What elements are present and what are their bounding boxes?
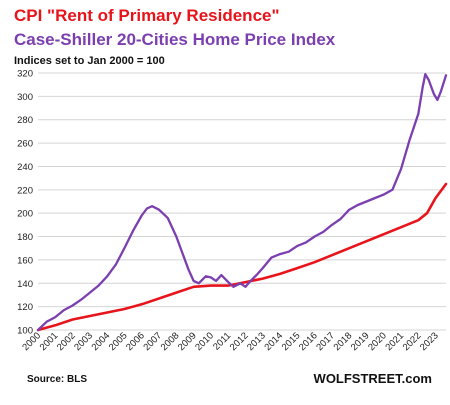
x-tick-label: 2013 <box>245 330 268 353</box>
y-tick-label: 220 <box>17 185 33 196</box>
chart-title: CPI "Rent of Primary Residence" <box>14 6 280 25</box>
x-tick-label: 2011 <box>211 330 233 352</box>
x-tick-label: 2023 <box>418 330 441 353</box>
x-tick-label: 2016 <box>297 330 320 353</box>
y-tick-label: 160 <box>17 255 33 266</box>
x-tick-label: 2019 <box>349 330 372 353</box>
y-tick-label: 280 <box>17 115 33 126</box>
y-axis: 100 120 140 160 180 200 220 240 260 280 300 320 <box>17 69 33 337</box>
x-tick-label: 2022 <box>401 330 424 353</box>
y-tick-label: 180 <box>17 232 33 243</box>
x-tick-label: 2017 <box>314 330 337 353</box>
y-tick-label: 100 <box>17 326 33 337</box>
x-tick-label: 2001 <box>38 330 61 353</box>
x-tick-label: 2004 <box>90 330 113 353</box>
y-tick-label: 140 <box>17 279 33 290</box>
y-tick-label: 120 <box>17 302 33 313</box>
x-tick-label: 2009 <box>176 330 199 353</box>
chart-subtitle: Case-Shiller 20-Cities Home Price Index <box>14 30 336 49</box>
y-tick-label: 200 <box>17 209 33 220</box>
grid-lines <box>38 72 446 331</box>
x-tick-label: 2020 <box>366 330 389 353</box>
series-lines <box>36 73 448 332</box>
x-tick-label: 2006 <box>124 330 147 353</box>
x-tick-label: 2003 <box>72 330 95 353</box>
x-tick-label: 2015 <box>280 330 303 353</box>
x-tick-label: 2021 <box>383 330 406 353</box>
x-tick-label: 2010 <box>193 330 216 353</box>
y-tick-label: 320 <box>17 69 33 80</box>
chart-note: Indices set to Jan 2000 = 100 <box>14 55 165 67</box>
x-tick-label: 2002 <box>55 330 78 353</box>
x-tick-label: 2014 <box>262 330 285 353</box>
brand-logo: WOLFSTREET.com <box>313 371 432 386</box>
y-tick-label: 300 <box>17 92 33 103</box>
y-tick-label: 240 <box>17 162 33 173</box>
source-note: Source: BLS <box>27 374 88 385</box>
x-tick-label: 2018 <box>332 330 355 353</box>
rent-cpi-line <box>36 182 448 332</box>
y-tick-label: 260 <box>17 139 33 150</box>
x-tick-label: 2012 <box>228 330 251 353</box>
x-tick-label: 2005 <box>107 330 130 353</box>
home-price-index-line <box>36 73 448 332</box>
x-tick-label: 2007 <box>141 330 164 353</box>
x-tick-label: 2008 <box>159 330 182 353</box>
x-axis: 2000200120022003200420052006200720082009… <box>20 330 440 353</box>
